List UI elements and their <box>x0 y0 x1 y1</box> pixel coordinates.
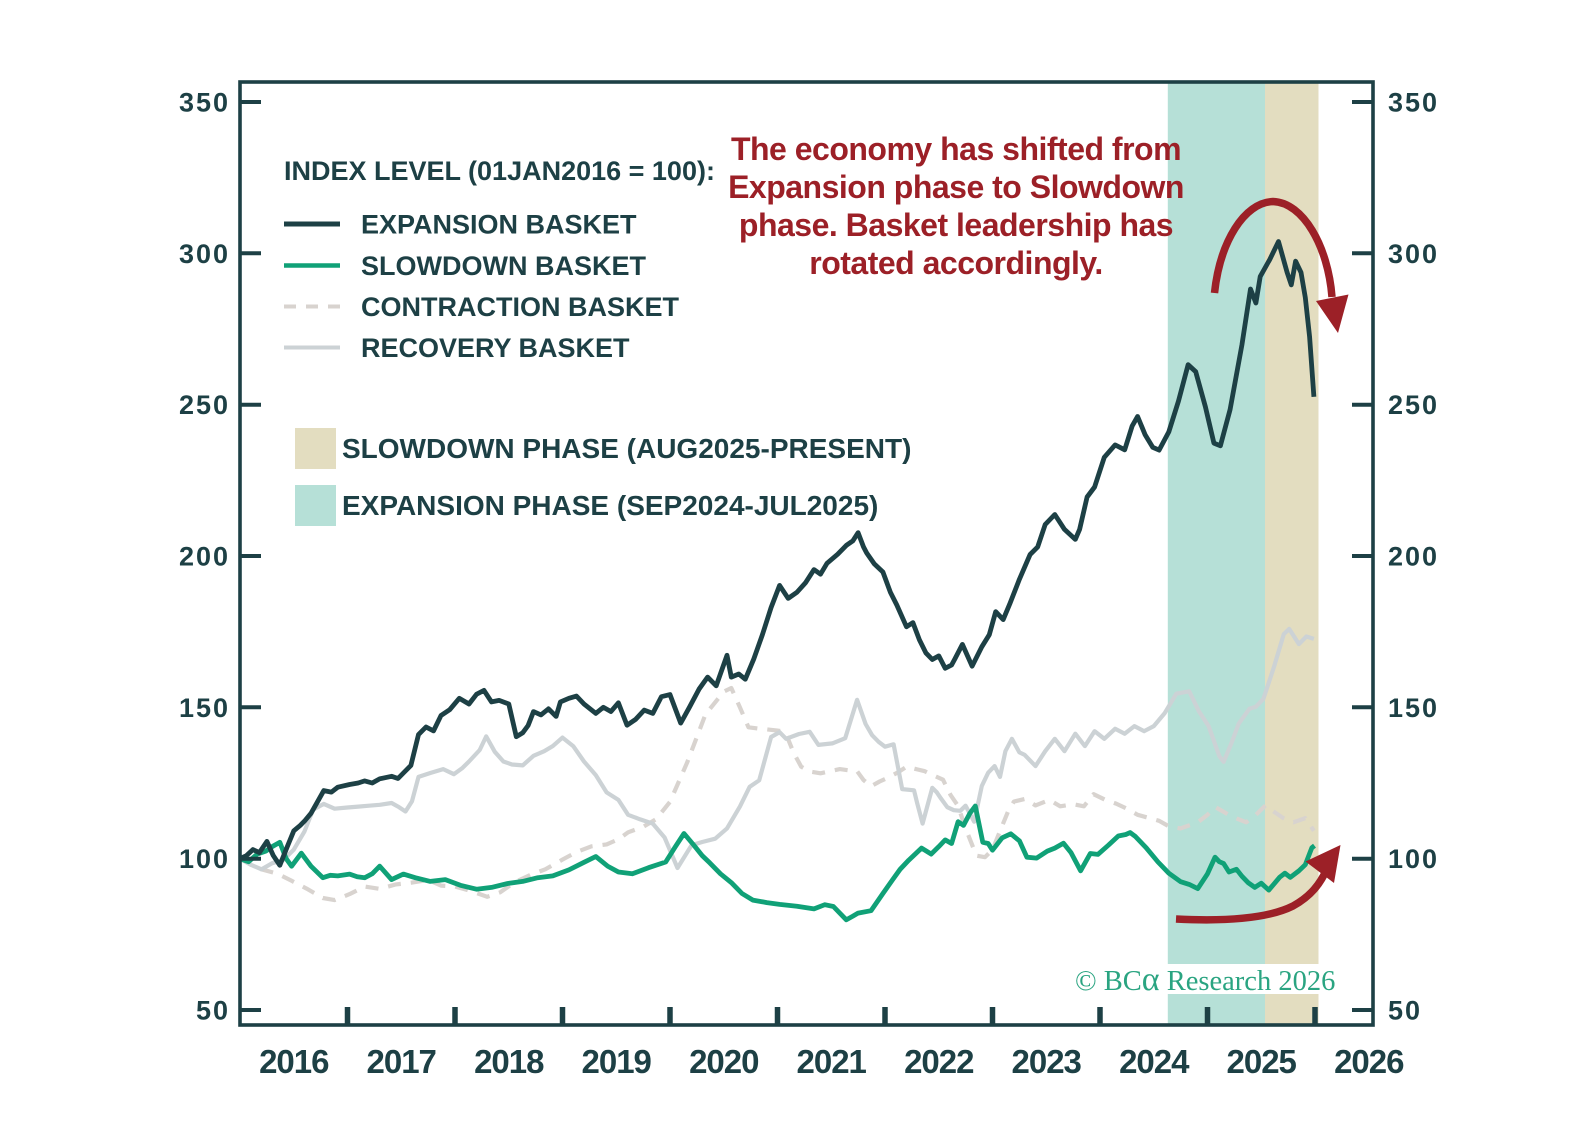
svg-text:300: 300 <box>1388 239 1439 269</box>
svg-text:INDEX LEVEL (01JAN2016 = 100):: INDEX LEVEL (01JAN2016 = 100): <box>284 156 715 186</box>
svg-text:2025: 2025 <box>1226 1043 1296 1080</box>
svg-text:100: 100 <box>1388 844 1439 874</box>
svg-text:100: 100 <box>179 844 230 874</box>
svg-text:CONTRACTION BASKET: CONTRACTION BASKET <box>361 292 679 322</box>
svg-text:SLOWDOWN BASKET: SLOWDOWN BASKET <box>361 251 646 281</box>
svg-text:2016: 2016 <box>259 1043 329 1080</box>
svg-text:300: 300 <box>179 239 230 269</box>
svg-text:50: 50 <box>196 996 230 1026</box>
svg-text:350: 350 <box>1388 88 1439 118</box>
svg-text:EXPANSION BASKET: EXPANSION BASKET <box>361 210 637 240</box>
svg-text:200: 200 <box>1388 542 1439 572</box>
svg-text:© BCα Research 2026: © BCα Research 2026 <box>1075 961 1335 998</box>
svg-text:2022: 2022 <box>904 1043 974 1080</box>
svg-text:Expansion phase to Slowdown: Expansion phase to Slowdown <box>728 169 1184 205</box>
svg-text:RECOVERY BASKET: RECOVERY BASKET <box>361 333 630 363</box>
svg-text:50: 50 <box>1388 996 1422 1026</box>
svg-text:2023: 2023 <box>1011 1043 1081 1080</box>
svg-text:2026: 2026 <box>1334 1043 1404 1080</box>
svg-text:200: 200 <box>179 542 230 572</box>
svg-text:150: 150 <box>1388 693 1439 723</box>
svg-text:phase. Basket leadership has: phase. Basket leadership has <box>739 207 1173 243</box>
svg-text:2019: 2019 <box>581 1043 651 1080</box>
svg-text:250: 250 <box>1388 390 1439 420</box>
svg-text:150: 150 <box>179 693 230 723</box>
svg-text:2021: 2021 <box>796 1043 866 1080</box>
svg-text:2024: 2024 <box>1119 1043 1190 1080</box>
svg-text:2020: 2020 <box>689 1043 758 1080</box>
svg-text:2017: 2017 <box>366 1043 435 1080</box>
svg-text:2018: 2018 <box>474 1043 544 1080</box>
svg-text:EXPANSION PHASE (SEP2024-JUL20: EXPANSION PHASE (SEP2024-JUL2025) <box>342 490 878 521</box>
svg-text:250: 250 <box>179 390 230 420</box>
svg-text:rotated accordingly.: rotated accordingly. <box>809 245 1102 281</box>
svg-text:The economy has shifted from: The economy has shifted from <box>731 131 1181 167</box>
svg-text:350: 350 <box>179 88 230 118</box>
svg-text:SLOWDOWN PHASE (AUG2025-PRESEN: SLOWDOWN PHASE (AUG2025-PRESENT) <box>342 433 911 464</box>
